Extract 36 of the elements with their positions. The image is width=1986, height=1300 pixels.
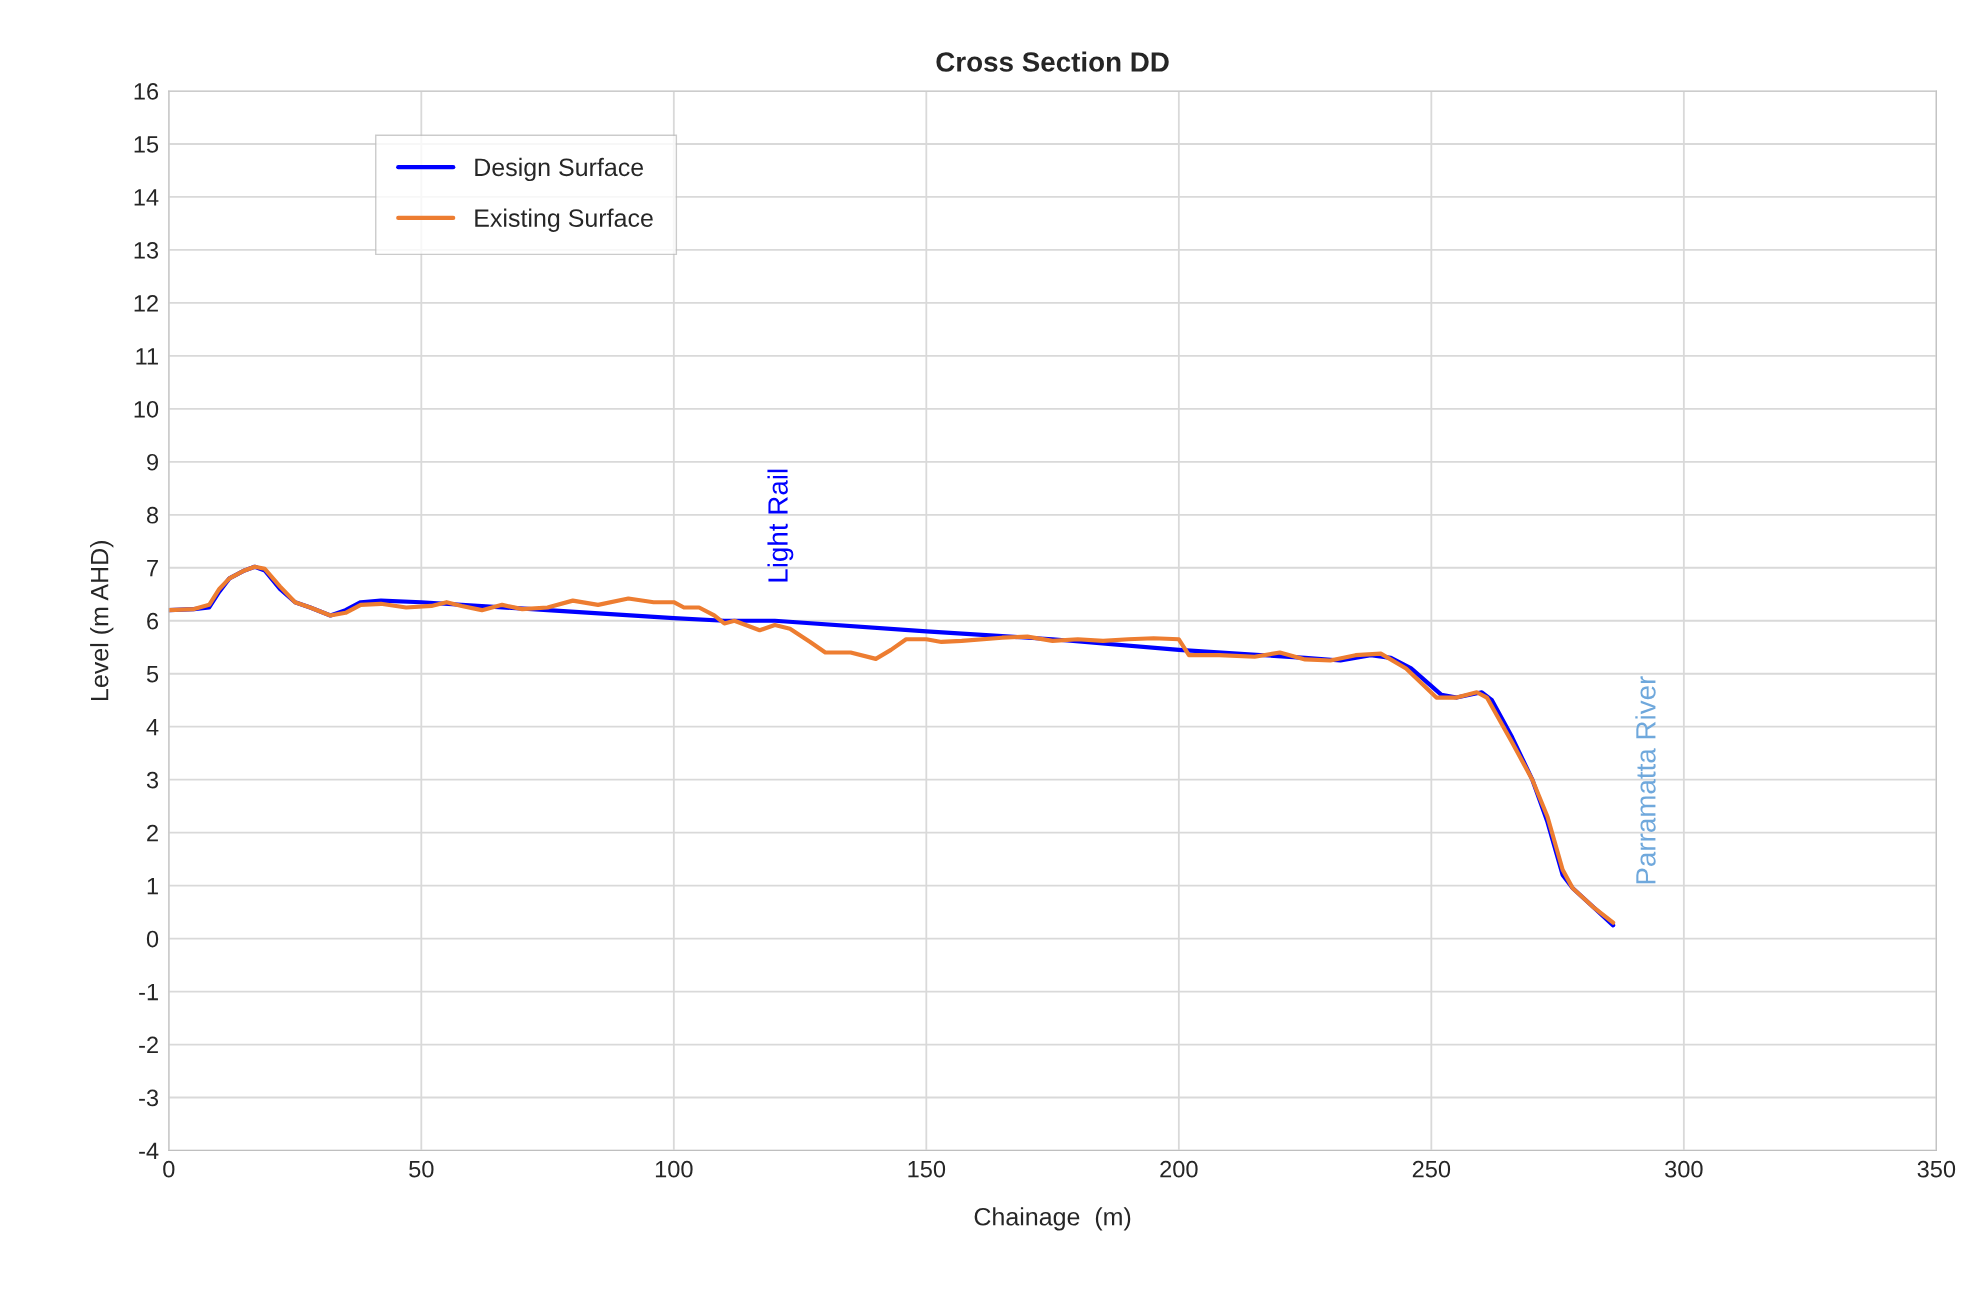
x-tick-label: 100 [655,1160,693,1178]
y-tick-label: 7 [147,560,158,577]
y-tick-label: 9 [147,453,158,471]
y-tick-label: 13 [134,241,159,259]
y-tick-label: -2 [139,1036,158,1054]
x-tick-label: 300 [1665,1160,1703,1178]
x-tick-label: 350 [1917,1160,1956,1178]
x-axis-title: Chainage (m) [974,1207,1131,1231]
x-tick-label: 150 [908,1160,946,1178]
y-tick-label: 11 [136,348,158,365]
chart-title: Cross Section DD [936,51,1169,72]
annotation: Parramatta River [1635,676,1656,884]
y-tick-label: 12 [134,294,158,312]
legend-label: Design Surface [475,157,644,182]
x-tick-label: 200 [1160,1160,1198,1178]
y-tick-label: -3 [139,1089,159,1107]
y-tick-label: 6 [147,612,159,630]
x-tick-label: 250 [1412,1160,1451,1178]
y-tick-label: 5 [146,666,159,683]
y-tick-label: 15 [134,136,159,153]
annotation: Light Rail [767,469,794,582]
y-tick-label: 2 [147,824,158,842]
y-tick-label: 1 [147,877,158,895]
y-tick-label: 14 [134,189,159,206]
x-tick-label: 50 [409,1160,434,1178]
y-tick-label: 10 [134,400,159,418]
y-tick-label: 3 [146,771,159,789]
x-tick-label: 0 [163,1160,175,1178]
y-tick-label: 4 [146,719,159,736]
y-tick-label: 16 [134,83,159,100]
y-tick-label: -4 [139,1142,159,1160]
y-tick-label: 0 [146,930,159,948]
y-axis-title: Level (m AHD) [90,541,114,700]
legend-label: Existing Surface [475,208,653,232]
y-tick-label: -1 [139,983,158,1001]
y-tick-label: 8 [146,506,159,524]
